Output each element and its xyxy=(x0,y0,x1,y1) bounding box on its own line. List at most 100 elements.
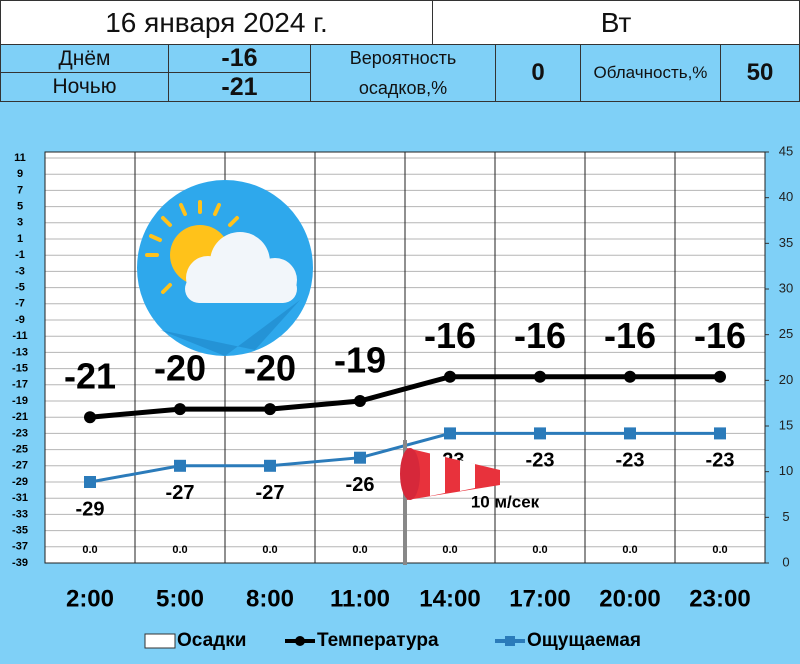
legend-label: Температура xyxy=(317,630,439,651)
data-label: -29 xyxy=(76,498,105,520)
precip-label: 0.0 xyxy=(82,544,97,556)
y-tick-label: 7 xyxy=(17,184,23,196)
data-label: -19 xyxy=(334,340,386,381)
y-tick-label: -31 xyxy=(12,492,28,504)
y-tick-label: -11 xyxy=(12,330,27,342)
point xyxy=(264,459,276,472)
data-label: -16 xyxy=(694,315,746,356)
legend-label: Осадки xyxy=(177,630,246,651)
legend-swatch xyxy=(505,636,515,646)
x-tick-label: 17:00 xyxy=(509,585,570,612)
x-tick-label: 8:00 xyxy=(246,585,294,612)
weather-icon xyxy=(137,180,313,356)
y-tick-label: -23 xyxy=(12,427,28,439)
y-tick-label: -1 xyxy=(15,249,25,261)
point xyxy=(534,427,546,440)
y-tick-label: 1 xyxy=(17,233,23,245)
point xyxy=(84,411,96,424)
data-label: -21 xyxy=(64,356,116,397)
y2-tick-label: 45 xyxy=(779,143,793,158)
y2-tick-label: 0 xyxy=(782,554,789,569)
point xyxy=(534,370,546,383)
y2-tick-label: 20 xyxy=(779,372,793,387)
wind-annotation: 10 м/сек xyxy=(471,492,540,511)
point xyxy=(714,427,726,440)
y2-tick-label: 5 xyxy=(782,509,789,524)
precip-label: 0.0 xyxy=(712,544,727,556)
legend-swatch xyxy=(295,636,305,646)
grid: 11 9 7 5 3 1 -1 -3 -5 -7 -9 -11 -13 -15 -17 -19 -21 -23 -2… xyxy=(12,143,793,569)
y-tick-label: -25 xyxy=(12,444,28,456)
data-label: -23 xyxy=(616,450,645,472)
point xyxy=(264,403,276,416)
data-label: -16 xyxy=(424,315,476,356)
precip-label: 0.0 xyxy=(622,544,637,556)
y-tick-label: -3 xyxy=(15,265,25,277)
y-tick-label: -37 xyxy=(12,541,28,553)
x-tick-label: 5:00 xyxy=(156,585,204,612)
point xyxy=(714,370,726,383)
y-tick-label: -5 xyxy=(15,282,25,294)
point xyxy=(84,476,96,488)
y-tick-label: -35 xyxy=(12,525,28,537)
y-tick-label: -21 xyxy=(12,411,28,423)
y-tick-label: -17 xyxy=(12,379,28,391)
x-tick-label: 11:00 xyxy=(330,585,390,612)
point xyxy=(354,395,366,407)
y-tick-label: -13 xyxy=(12,346,28,358)
precip-label: 0.0 xyxy=(172,544,187,556)
y2-tick-label: 30 xyxy=(779,280,793,295)
x-tick-label: 2:00 xyxy=(66,585,114,612)
night-value: -21 xyxy=(168,72,311,102)
y-tick-label: 11 xyxy=(14,152,26,164)
y-tick-label: -15 xyxy=(12,363,28,375)
y-tick-label: -39 xyxy=(12,557,28,569)
data-label: -23 xyxy=(706,450,735,472)
legend: Осадки Температура Ощущаемая xyxy=(144,630,641,651)
y-tick-label: -9 xyxy=(15,314,25,326)
point xyxy=(444,370,456,383)
y2-tick-label: 25 xyxy=(779,326,793,341)
y-tick-label: 9 xyxy=(17,168,23,180)
date: 16 января 2024 г. xyxy=(0,0,433,45)
point xyxy=(174,459,186,472)
y-tick-label: -7 xyxy=(15,298,25,310)
marks: 2:00 5:00 8:00 11:00 14:00 17:00 20:00 23:00 0.0… xyxy=(64,315,751,612)
legend-label: Ощущаемая xyxy=(527,630,641,651)
data-label: -27 xyxy=(166,482,195,504)
precip-label: 0.0 xyxy=(352,544,367,556)
precip-label: Вероятность осадков,% xyxy=(310,44,496,102)
point xyxy=(624,427,636,440)
y-tick-label: 3 xyxy=(17,217,23,229)
y-tick-label: -29 xyxy=(12,476,28,488)
y-tick-label: -33 xyxy=(12,508,28,520)
y-tick-label: -19 xyxy=(12,395,28,407)
data-label: -23 xyxy=(526,450,555,472)
windsock xyxy=(400,440,500,565)
legend-swatch xyxy=(144,633,176,649)
x-tick-label: 20:00 xyxy=(599,585,660,612)
y-tick-label: 5 xyxy=(17,201,23,213)
precip-label: 0.0 xyxy=(262,544,277,556)
data-label: -27 xyxy=(256,482,285,504)
x-tick-label: 14:00 xyxy=(419,585,480,612)
y-tick-label: -27 xyxy=(12,460,28,472)
y2-tick-label: 40 xyxy=(779,189,793,204)
point xyxy=(444,427,456,440)
point xyxy=(624,370,636,383)
precip-label: 0.0 xyxy=(532,544,547,556)
y2-tick-label: 35 xyxy=(779,235,793,250)
point xyxy=(174,403,186,416)
cloud-value: 50 xyxy=(720,44,800,102)
precip-label: 0.0 xyxy=(442,544,457,556)
y2-tick-label: 15 xyxy=(779,417,793,432)
data-label: -16 xyxy=(604,315,656,356)
x-tick-label: 23:00 xyxy=(689,585,750,612)
series-line xyxy=(89,374,720,420)
y2-tick-label: 10 xyxy=(779,463,793,478)
data-label: -20 xyxy=(244,348,296,389)
data-label: -20 xyxy=(154,348,206,389)
data-label: -26 xyxy=(346,474,375,496)
